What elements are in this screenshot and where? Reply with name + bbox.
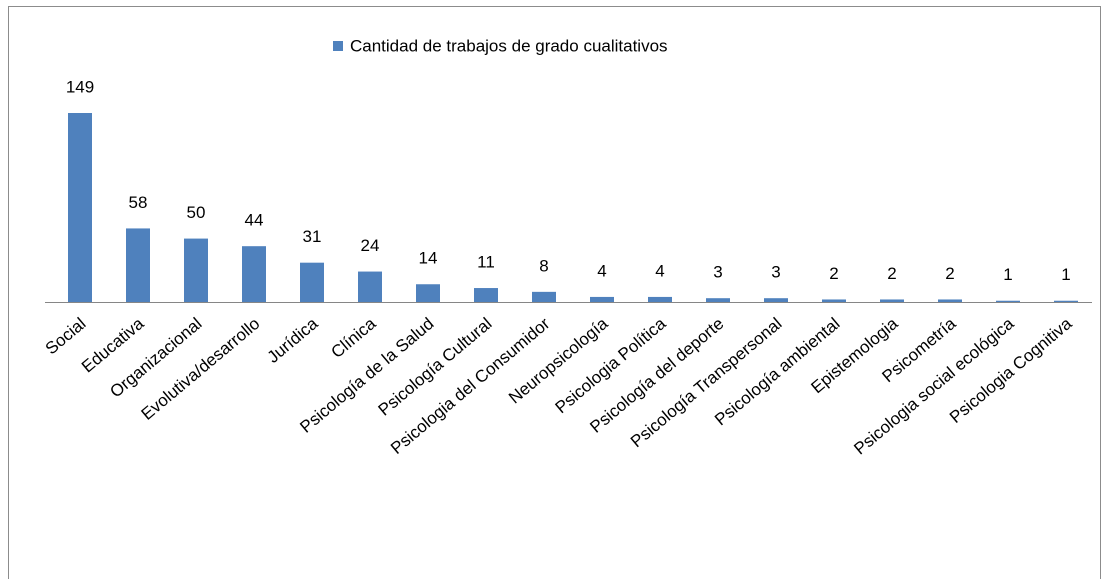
data-label: 1 (1003, 265, 1012, 284)
bar (68, 113, 92, 302)
bar (358, 271, 382, 302)
bar (648, 296, 672, 302)
data-label: 14 (419, 249, 438, 268)
data-label: 24 (361, 236, 380, 255)
data-label: 1 (1061, 265, 1070, 284)
bar (938, 299, 962, 302)
bar (996, 300, 1020, 302)
bar (242, 246, 266, 302)
data-label: 58 (129, 193, 148, 212)
data-label: 4 (655, 261, 664, 280)
bar (184, 238, 208, 302)
bar (300, 262, 324, 302)
bar (590, 296, 614, 302)
data-label: 31 (303, 227, 322, 246)
data-label: 44 (245, 211, 264, 230)
data-label: 2 (887, 264, 896, 283)
data-label: 11 (477, 253, 495, 272)
bar (764, 298, 788, 302)
data-label: 149 (66, 77, 94, 96)
data-label: 2 (829, 264, 838, 283)
bar (126, 228, 150, 302)
data-label: 8 (539, 256, 548, 275)
bar (880, 299, 904, 302)
legend-label: Cantidad de trabajos de grado cualitativ… (350, 36, 668, 55)
data-label: 3 (771, 263, 780, 282)
bar (532, 291, 556, 302)
bar (474, 288, 498, 302)
legend-swatch (333, 41, 343, 51)
data-label: 50 (187, 203, 206, 222)
data-label: 2 (945, 264, 954, 283)
bar (416, 284, 440, 302)
bar (706, 298, 730, 302)
data-label: 3 (713, 263, 722, 282)
bar (822, 299, 846, 302)
bar (1054, 300, 1078, 302)
data-label: 4 (597, 261, 606, 280)
